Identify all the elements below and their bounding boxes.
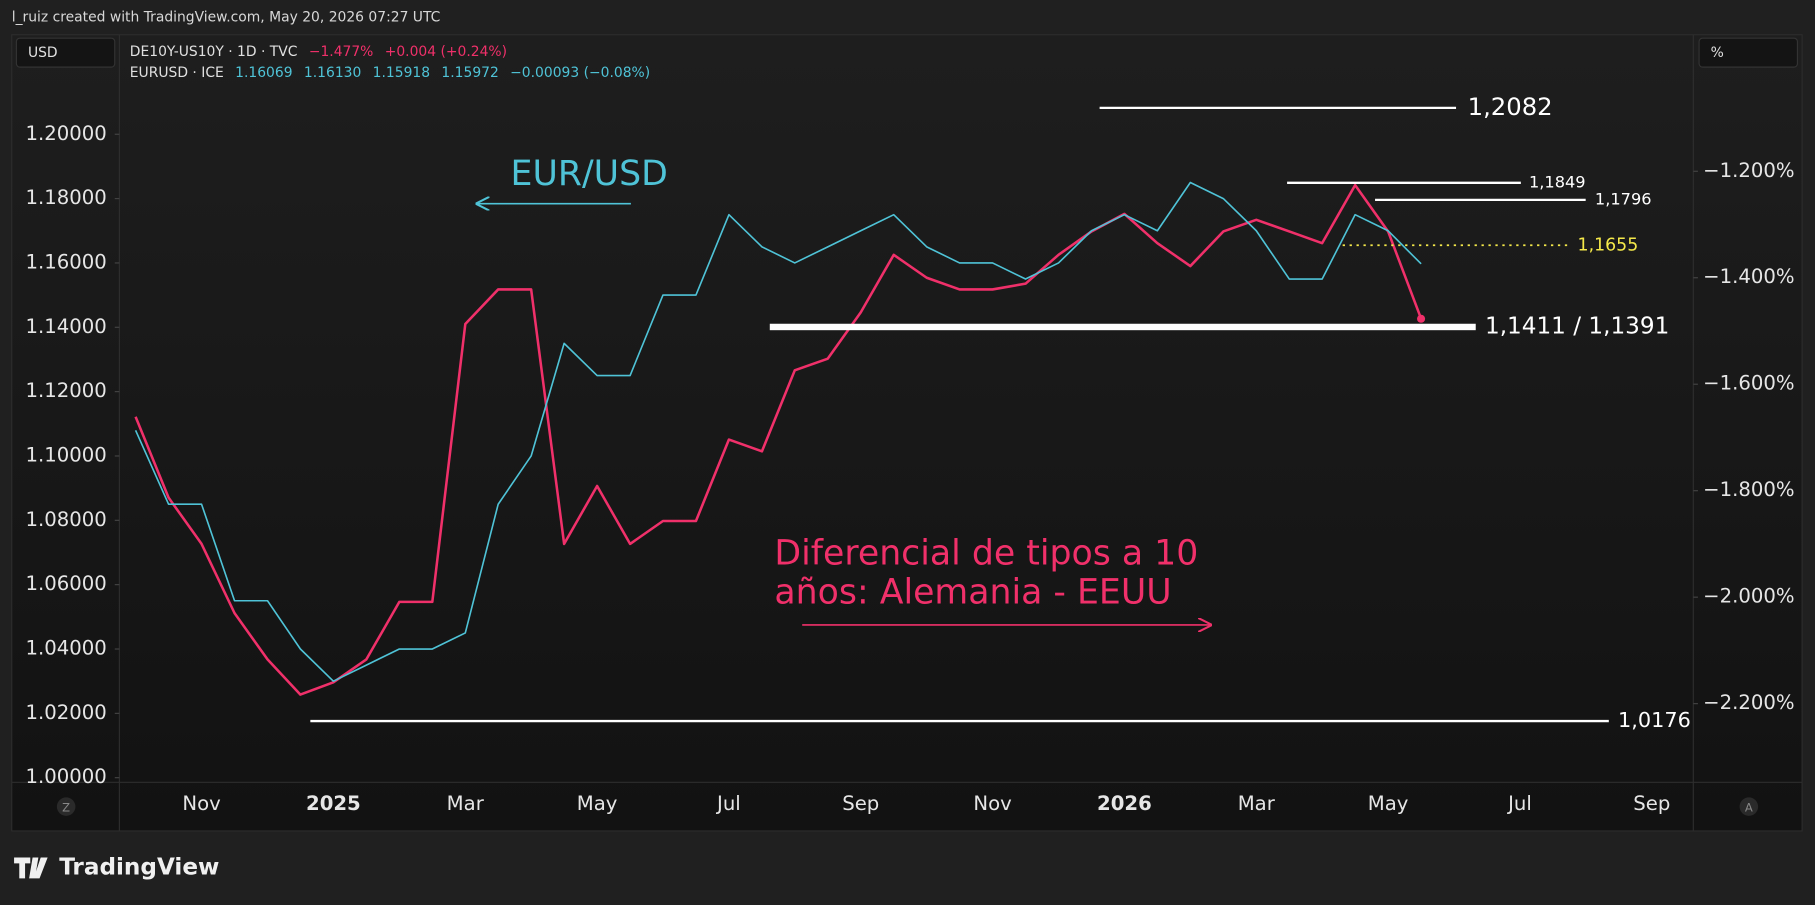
- y-tick-label: 1.18000: [26, 186, 107, 209]
- level-band: [769, 323, 1476, 331]
- annotation-text: EUR/USD: [511, 154, 668, 194]
- x-tick-label: May: [577, 792, 618, 815]
- y-tick-label: 1.02000: [26, 701, 107, 724]
- x-tick-label: Mar: [447, 792, 485, 815]
- legend-row: DE10Y-US10Y · 1D · TVC −1.477% +0.004 (+…: [130, 44, 507, 60]
- x-tick-label: May: [1368, 792, 1409, 815]
- legend-value: +0.004 (+0.24%): [385, 44, 507, 60]
- y-tick-label: 1.14000: [26, 315, 107, 338]
- level-label: 1,1655: [1578, 235, 1639, 255]
- annotation-text: años: Alemania - EEUU: [774, 573, 1171, 613]
- y-tick-label: 1.12000: [26, 379, 107, 402]
- chart-pane: [11, 34, 1803, 832]
- y-tick-label: 1.06000: [26, 572, 107, 595]
- logo-icon: [14, 857, 48, 879]
- currency-button[interactable]: [1698, 37, 1799, 68]
- button[interactable]: [56, 797, 76, 816]
- x-tick-label: 2026: [1097, 792, 1152, 815]
- annotation-text: Diferencial de tipos a 10: [774, 533, 1198, 573]
- x-tick-label: Jul: [1506, 792, 1532, 815]
- currency-button[interactable]: [15, 37, 116, 68]
- last-point: [1417, 314, 1426, 323]
- legend-value: −0.00093 (−0.08%): [510, 65, 650, 81]
- legend-name: DE10Y-US10Y · 1D · TVC: [130, 44, 298, 60]
- y-tick-label: 1.08000: [26, 508, 107, 531]
- y-tick-label: 1.16000: [26, 250, 107, 273]
- legend-row: EURUSD · ICE 1.16069 1.16130 1.15918 1.1…: [130, 65, 650, 81]
- y-tick-label: 1.10000: [26, 443, 107, 466]
- series-line: [134, 181, 1422, 682]
- logo: TradingView: [14, 854, 219, 880]
- x-tick-label: Nov: [973, 792, 1012, 815]
- header: l_ruiz created with TradingView.com, May…: [12, 9, 441, 25]
- legend-value: 1.15972: [441, 65, 498, 81]
- y2-tick-label: −1.200%: [1703, 159, 1794, 182]
- legend-name: EURUSD · ICE: [130, 65, 224, 81]
- level-label: 1,1411 / 1,1391: [1485, 313, 1669, 339]
- legend-value: 1.16130: [304, 65, 361, 81]
- currency-label[interactable]: USD: [28, 45, 58, 61]
- y2-tick-label: −2.000%: [1703, 585, 1794, 608]
- level-label: 1,1796: [1595, 189, 1652, 208]
- series-line: [134, 183, 1423, 696]
- x-tick-label: Sep: [842, 792, 879, 815]
- currency-label[interactable]: %: [1711, 45, 1724, 61]
- button[interactable]: [1739, 797, 1759, 816]
- x-tick-label: Mar: [1238, 792, 1276, 815]
- y-tick-label: 1.04000: [26, 637, 107, 660]
- y-tick-label: 1.20000: [26, 122, 107, 145]
- y2-tick-label: −1.400%: [1703, 265, 1794, 288]
- x-tick-label: Jul: [715, 792, 741, 815]
- y2-tick-label: −1.600%: [1703, 372, 1794, 395]
- y-tick-label: 1.00000: [26, 765, 107, 788]
- y2-tick-label: −1.800%: [1703, 478, 1794, 501]
- button-label[interactable]: A: [1745, 800, 1753, 814]
- level-label: 1,1849: [1529, 172, 1586, 191]
- y2-tick-label: −2.200%: [1703, 691, 1794, 714]
- level-label: 1,2082: [1468, 92, 1553, 121]
- x-tick-label: 2025: [306, 792, 361, 815]
- x-tick-label: Nov: [182, 792, 221, 815]
- x-tick-label: Sep: [1633, 792, 1670, 815]
- button-label[interactable]: Z: [62, 800, 70, 814]
- logo-text: TradingView: [59, 854, 219, 880]
- legend-value: 1.16069: [235, 65, 292, 81]
- legend-value: −1.477%: [309, 44, 374, 60]
- legend-value: 1.15918: [373, 65, 430, 81]
- level-label: 1,0176: [1618, 708, 1691, 732]
